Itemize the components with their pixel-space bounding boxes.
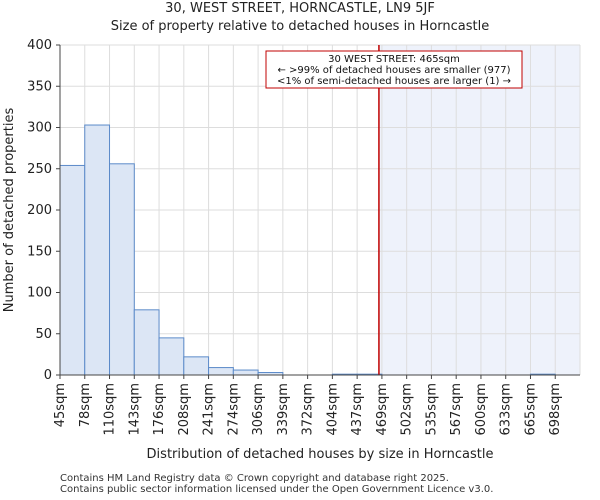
x-tick-label-274sqm: 274sqm xyxy=(226,383,241,436)
y-tick-label-400: 400 xyxy=(27,38,52,53)
bar-78sqm xyxy=(84,124,111,376)
bars xyxy=(59,124,556,376)
bar-208sqm xyxy=(183,356,210,376)
x-tick-label-567sqm: 567sqm xyxy=(449,383,464,436)
x-tick-label-339sqm: 339sqm xyxy=(276,383,291,436)
y-tick-label-250: 250 xyxy=(27,162,52,177)
bar-143sqm xyxy=(133,309,160,376)
chart-title: 30, WEST STREET, HORNCASTLE, LN9 5JF xyxy=(165,1,435,16)
y-tick-label-300: 300 xyxy=(27,121,52,136)
y-tick-label-150: 150 xyxy=(27,244,52,259)
x-tick-label-306sqm: 306sqm xyxy=(251,383,266,436)
y-tick-label-100: 100 xyxy=(27,286,52,301)
x-tick-label-78sqm: 78sqm xyxy=(78,383,93,427)
x-tick-label-241sqm: 241sqm xyxy=(202,383,217,436)
annotation-frame xyxy=(265,50,523,89)
y-tick-label-200: 200 xyxy=(27,203,52,218)
chart-subtitle: Size of property relative to detached ho… xyxy=(110,19,490,34)
x-tick-label-372sqm: 372sqm xyxy=(301,383,316,436)
y-axis-label: Number of detached properties xyxy=(2,108,17,313)
y-tick-label-350: 350 xyxy=(27,79,52,94)
annotation-line-2: ← >99% of detached houses are smaller (9… xyxy=(277,65,510,76)
annotation-line-3: <1% of semi-detached houses are larger (… xyxy=(277,76,511,87)
annotation-box: 30 WEST STREET: 465sqm ← >99% of detache… xyxy=(265,50,523,89)
annotation-line-1: 30 WEST STREET: 465sqm xyxy=(328,54,460,65)
x-tick-label-437sqm: 437sqm xyxy=(350,383,365,436)
x-tick-label-208sqm: 208sqm xyxy=(177,383,192,436)
x-tick-label-404sqm: 404sqm xyxy=(325,383,340,436)
x-tick-label-600sqm: 600sqm xyxy=(474,383,489,436)
x-tick-label-502sqm: 502sqm xyxy=(400,383,415,436)
bar-274sqm xyxy=(232,369,259,376)
footer-copyright: Contains HM Land Registry data © Crown c… xyxy=(60,473,449,484)
x-tick-label-698sqm: 698sqm xyxy=(548,383,563,436)
x-tick-label-469sqm: 469sqm xyxy=(375,383,390,436)
x-tick-label-110sqm: 110sqm xyxy=(103,383,118,436)
x-tick-label-45sqm: 45sqm xyxy=(53,383,68,427)
x-tick-label-535sqm: 535sqm xyxy=(424,383,439,436)
footer-licence: Contains public sector information licen… xyxy=(60,484,494,495)
y-axis-ticks: 0 50 100 150 200 250 300 350 400 xyxy=(27,38,60,383)
y-tick-label-0: 0 xyxy=(44,368,52,383)
x-tick-label-665sqm: 665sqm xyxy=(523,383,538,436)
x-axis-ticks: 45sqm 78sqm 110sqm 143sqm 176sqm 208sqm 241sqm… xyxy=(53,375,563,436)
x-tick-label-633sqm: 633sqm xyxy=(499,383,514,436)
x-tick-label-143sqm: 143sqm xyxy=(127,383,142,436)
x-axis-label: Distribution of detached houses by size … xyxy=(147,447,494,462)
bar-45sqm xyxy=(59,164,86,376)
bar-176sqm xyxy=(158,337,185,376)
bar-241sqm xyxy=(208,367,234,376)
x-tick-label-176sqm: 176sqm xyxy=(152,383,167,436)
gridlines xyxy=(59,44,581,376)
y-tick-label-50: 50 xyxy=(35,327,52,342)
bar-110sqm xyxy=(109,163,135,376)
